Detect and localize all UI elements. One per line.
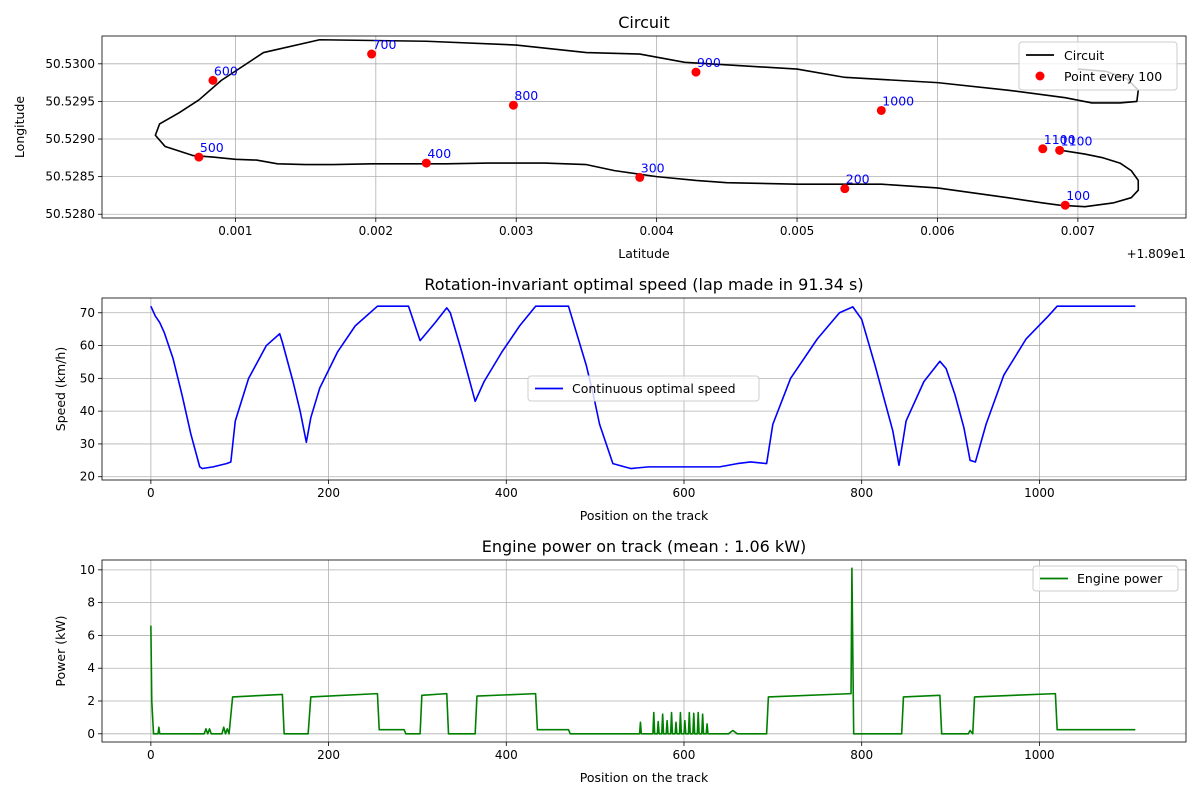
legend-point-label: Point every 100 [1064, 69, 1162, 84]
y-tick-label: 4 [87, 661, 95, 675]
y-tick-label: 50.5295 [45, 94, 95, 108]
x-axis-label: Position on the track [580, 508, 709, 523]
legend-box [1032, 565, 1179, 592]
marker-label: 200 [846, 172, 870, 187]
y-tick-label: 8 [87, 596, 95, 610]
plot-area [154, 38, 1140, 210]
circuit-marker-point [367, 49, 377, 59]
y-tick-label: 2 [87, 694, 95, 708]
chart-title: Engine power on track (mean : 1.06 kW) [482, 537, 807, 556]
y-tick-label: 0 [87, 727, 95, 741]
axes-frame [101, 297, 1187, 481]
marker-label: 300 [641, 160, 665, 175]
x-tick-label: 0.006 [920, 224, 954, 238]
legend-circuit-label: Circuit [1064, 48, 1104, 63]
x-tick-label: 0.007 [1061, 224, 1095, 238]
legend-box [527, 375, 760, 402]
y-tick-label: 30 [80, 437, 95, 451]
plot-area [150, 567, 1136, 735]
chart-title: Circuit [618, 13, 670, 32]
x-tick-label: 400 [495, 748, 518, 762]
axes-frame [101, 559, 1187, 743]
legend-box [1018, 41, 1178, 91]
y-tick-label: 6 [87, 628, 95, 642]
y-tick-label: 40 [80, 404, 95, 418]
y-axis-label: Speed (km/h) [53, 347, 68, 431]
x-tick-label: 0.003 [499, 224, 533, 238]
circuit-marker-point [208, 75, 218, 85]
legend-point-swatch [1035, 71, 1045, 81]
y-axis-label: Longitude [12, 96, 27, 158]
circuit-marker-point [1038, 144, 1048, 154]
power-series-line [150, 567, 1136, 735]
y-tick-label: 50.5280 [45, 207, 95, 221]
circuit-marker-point [1055, 145, 1065, 155]
y-tick-label: 20 [80, 470, 95, 484]
chart-title: Rotation-invariant optimal speed (lap ma… [424, 275, 863, 294]
y-tick-label: 50 [80, 371, 95, 385]
x-tick-label: 200 [317, 748, 340, 762]
plot-area [150, 305, 1136, 470]
x-tick-label: 200 [317, 486, 340, 500]
circuit-line [154, 38, 1140, 208]
x-tick-label: 600 [673, 748, 696, 762]
x-tick-label: 0.001 [218, 224, 252, 238]
x-axis-label: Position on the track [580, 770, 709, 785]
circuit-marker-point [691, 67, 701, 77]
y-tick-label: 50.5300 [45, 57, 95, 71]
marker-label: 700 [373, 37, 397, 52]
circuit-marker-point [635, 172, 645, 182]
x-tick-label: 0 [147, 486, 155, 500]
x-tick-label: 1000 [1024, 486, 1055, 500]
x-tick-label: 600 [673, 486, 696, 500]
x-tick-label: 0.002 [359, 224, 393, 238]
x-tick-label: 0 [147, 748, 155, 762]
circuit-marker-point [1060, 200, 1070, 210]
marker-label: 800 [514, 88, 538, 103]
marker-label: 1100 [1061, 133, 1093, 148]
y-tick-label: 50.5290 [45, 132, 95, 146]
x-tick-label: 0.005 [780, 224, 814, 238]
x-offset-label: +1.809e1 [1127, 247, 1186, 261]
marker-label: 100 [1066, 188, 1090, 203]
y-tick-label: 50.5285 [45, 170, 95, 184]
legend-speed-label: Continuous optimal speed [572, 381, 736, 396]
marker-label: 900 [697, 55, 721, 70]
circuit-marker-point [421, 158, 431, 168]
x-tick-label: 800 [850, 748, 873, 762]
circuit-marker-point [876, 105, 886, 115]
speed-series-line [150, 305, 1136, 470]
circuit-marker-point [840, 184, 850, 194]
y-axis-label: Power (kW) [53, 615, 68, 686]
circuit-marker-point [508, 100, 518, 110]
marker-label: 1000 [882, 93, 914, 108]
circuit-marker-point [194, 152, 204, 162]
x-tick-label: 400 [495, 486, 518, 500]
y-tick-label: 60 [80, 339, 95, 353]
x-axis-label: Latitude [618, 246, 670, 261]
axes-frame [101, 35, 1187, 219]
y-tick-label: 10 [80, 563, 95, 577]
marker-label: 600 [214, 63, 238, 78]
x-tick-label: 0.004 [639, 224, 673, 238]
marker-label: 400 [427, 146, 451, 161]
legend-power-label: Engine power [1077, 571, 1163, 586]
x-tick-label: 800 [850, 486, 873, 500]
x-tick-label: 1000 [1024, 748, 1055, 762]
marker-label: 1100 [1044, 132, 1076, 147]
marker-label: 500 [200, 140, 224, 155]
y-tick-label: 70 [80, 306, 95, 320]
